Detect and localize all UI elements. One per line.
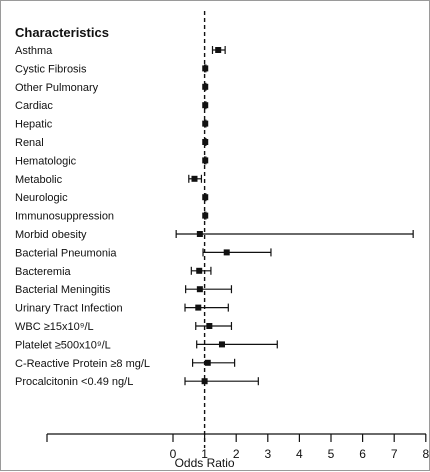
x-axis-title: Odds Ratio (175, 456, 235, 470)
row-label: Cystic Fibrosis (15, 63, 87, 75)
point-estimate (196, 267, 203, 274)
point-estimate (202, 139, 209, 145)
x-tick-label: 7 (391, 447, 398, 461)
point-estimate (202, 120, 209, 127)
point-estimate (202, 212, 209, 219)
row-label: Urinary Tract Infection (15, 303, 123, 315)
point-estimate (195, 304, 202, 311)
row-label: Metabolic (15, 174, 63, 186)
point-estimate (202, 194, 209, 201)
point-estimate (202, 83, 209, 90)
x-tick-label: 5 (328, 447, 335, 461)
row-label: Asthma (15, 45, 53, 57)
point-estimate (218, 341, 225, 348)
point-estimate (202, 102, 209, 109)
point-estimate (206, 323, 213, 329)
point-estimate (215, 47, 222, 53)
point-estimate (201, 378, 208, 385)
row-label: Procalcitonin <0.49 ng/L (15, 376, 133, 388)
row-label: Bacterial Pneumonia (15, 247, 117, 259)
point-estimate (202, 65, 209, 72)
row-label: Bacteremia (15, 266, 72, 278)
point-estimate (191, 175, 198, 182)
row-label: Hematologic (15, 155, 77, 167)
row-label: C-Reactive Protein ≥8 mg/L (15, 358, 150, 370)
characteristics-header: Characteristics (15, 25, 109, 40)
row-label: Bacterial Meningitis (15, 284, 111, 296)
row-label: Other Pulmonary (15, 82, 99, 94)
point-estimate (202, 157, 209, 164)
x-tick-label: 0 (170, 447, 177, 461)
point-estimate (196, 231, 203, 237)
point-estimate (204, 359, 211, 366)
row-label: Immunosuppression (15, 211, 114, 223)
row-label: Hepatic (15, 119, 53, 131)
x-tick-label: 2 (233, 447, 240, 461)
point-estimate (196, 286, 203, 293)
x-tick-label: 3 (264, 447, 271, 461)
point-estimate (223, 249, 230, 256)
x-tick-label: 4 (296, 447, 303, 461)
x-tick-label: 6 (359, 447, 366, 461)
row-label: Platelet ≥500x10⁹/L (15, 339, 111, 351)
x-tick-label: 8 (422, 447, 429, 461)
row-label: Renal (15, 137, 44, 149)
x-tick-label: 1 (201, 447, 208, 461)
row-label: Neurologic (15, 192, 68, 204)
row-label: Morbid obesity (15, 229, 87, 241)
row-label: Cardiac (15, 100, 53, 112)
row-label: WBC ≥15x10⁹/L (15, 321, 94, 333)
